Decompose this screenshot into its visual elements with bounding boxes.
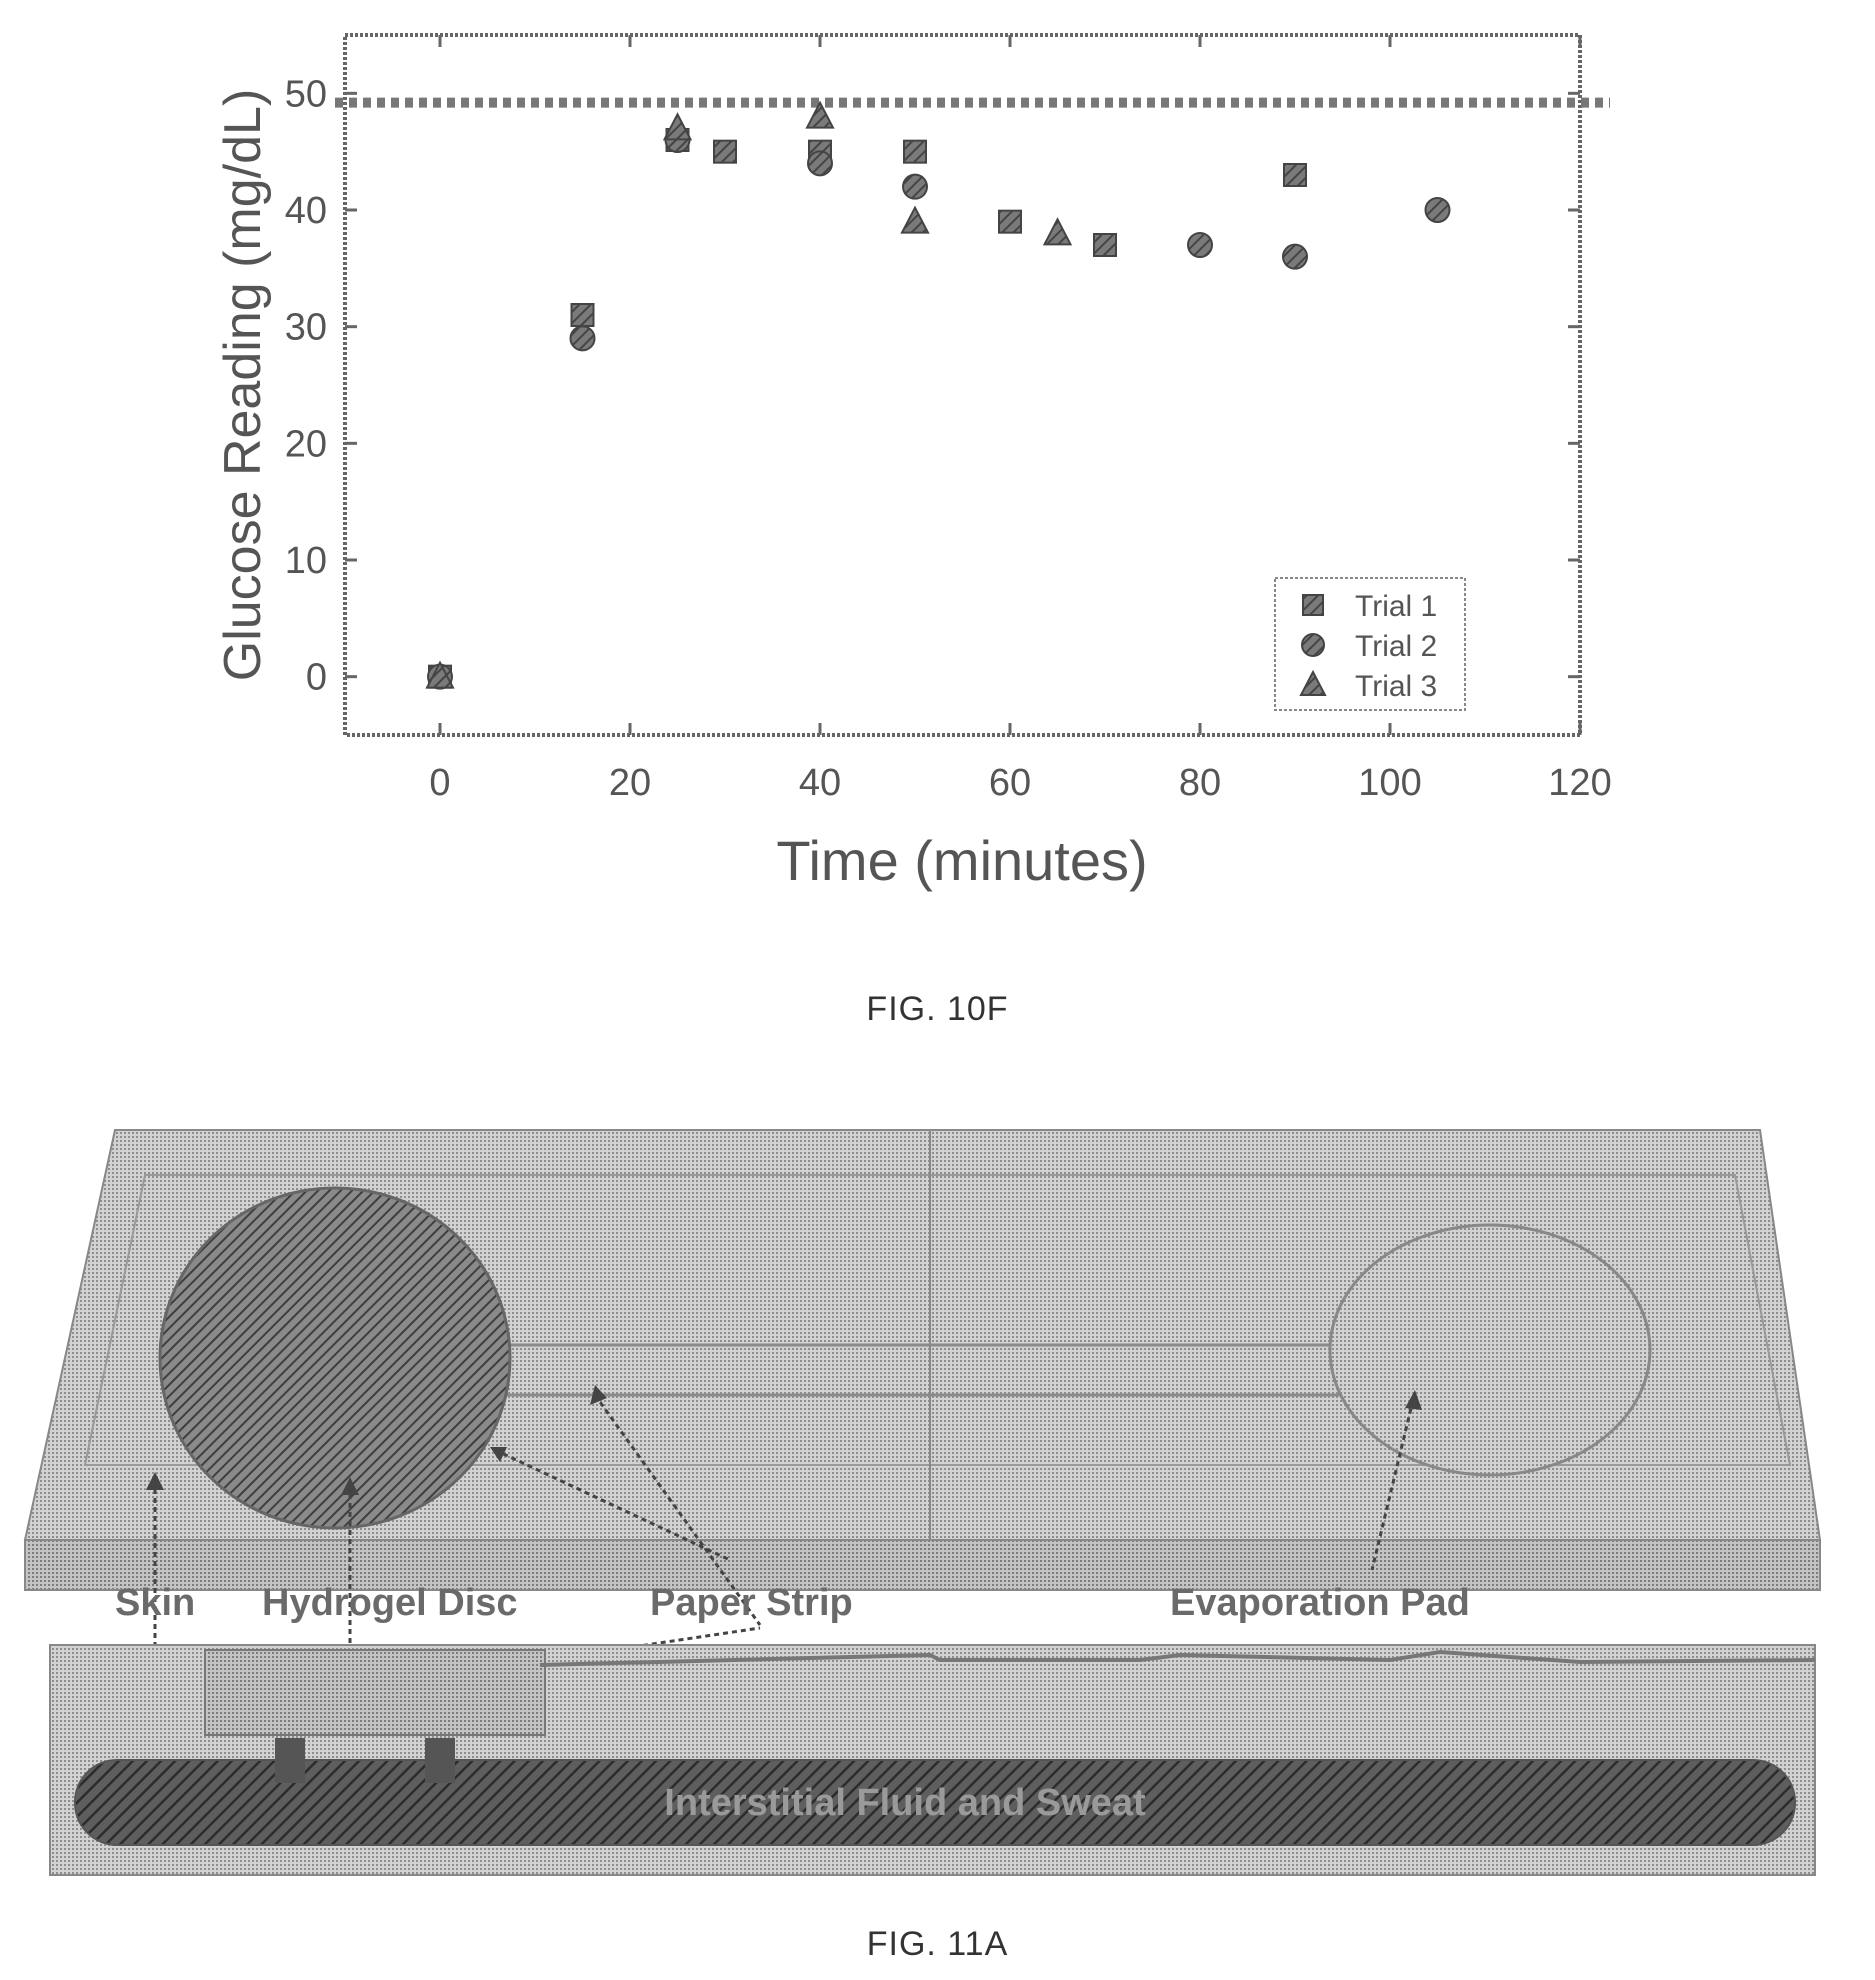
skin-arrowhead-up (146, 1472, 164, 1490)
x-tick-label: 40 (799, 762, 841, 804)
data-point-trial-1 (570, 303, 595, 327)
data-point-trial-2 (902, 173, 928, 200)
hydrogel-disc (158, 1186, 512, 1530)
y-axis-label: Glucose Reading (mg/dL) (214, 89, 272, 682)
legend-marker-trial-3 (1299, 669, 1327, 696)
sweat-gland-1 (275, 1738, 305, 1783)
sweat-gland-2 (425, 1738, 455, 1783)
data-point-trial-1 (903, 139, 927, 164)
data-point-trial-2 (1282, 243, 1308, 270)
legend-label-trial-1: Trial 1 (1355, 590, 1437, 623)
data-point-trial-3 (805, 100, 835, 129)
x-tick-label: 80 (1179, 762, 1221, 804)
paper-arrow-2 (494, 1448, 731, 1562)
device-diagram: Skin Hydrogel Disc Paper Strip Evaporati… (23, 1129, 1822, 1876)
x-tick-label: 60 (989, 762, 1031, 804)
legend-marker-trial-2 (1301, 633, 1325, 657)
label-hydrogel-disc: Hydrogel Disc (262, 1582, 518, 1624)
data-point-trial-3 (425, 660, 455, 689)
hydrogel-arrowhead (341, 1477, 359, 1495)
paper-arrowhead-1 (590, 1385, 607, 1405)
data-point-trial-2 (569, 325, 596, 352)
y-tick-label: 10 (285, 540, 327, 582)
paper-arrowhead-2 (490, 1447, 507, 1462)
y-tick-label: 20 (285, 423, 327, 465)
data-point-trial-1 (713, 139, 737, 164)
data-point-trial-2 (1187, 232, 1213, 258)
figure-caption-10f: FIG. 10F (866, 990, 1009, 1028)
data-point-trial-3 (900, 205, 930, 234)
plot-frame (343, 33, 1582, 737)
legend-marker-trial-1 (1302, 594, 1324, 616)
evap-arrowhead (1405, 1390, 1422, 1410)
label-skin: Skin (115, 1582, 195, 1624)
x-tick-label: 100 (1358, 762, 1421, 804)
x-tick-label: 120 (1548, 762, 1611, 804)
x-axis-label: Time (minutes) (776, 829, 1147, 892)
paper-arrow-1 (593, 1394, 762, 1626)
label-paper-strip: Paper Strip (650, 1582, 853, 1624)
y-tick-label: 50 (285, 73, 327, 115)
fluid-channel (74, 1759, 1796, 1846)
evap-arrow (1370, 1399, 1415, 1571)
label-evaporation-pad: Evaporation Pad (1170, 1582, 1470, 1624)
legend-label-trial-2: Trial 2 (1355, 630, 1437, 663)
y-tick-label: 0 (306, 657, 327, 699)
device-front-face (24, 1539, 1821, 1591)
x-tick-label: 20 (609, 762, 651, 804)
data-point-trial-1 (1283, 163, 1307, 187)
glucose-chart: 0 20 40 60 80 100 120 0 10 20 30 40 50 Glucose Readi… (214, 33, 1612, 892)
evaporation-pad (1328, 1223, 1652, 1477)
y-tick-label: 30 (285, 307, 327, 349)
paper-strip-cross-section (539, 1649, 1816, 1667)
data-point-trial-2 (1424, 197, 1451, 223)
y-tick-label: 40 (285, 190, 327, 232)
data-point-trial-1 (998, 209, 1022, 234)
legend-label-trial-3: Trial 3 (1355, 670, 1437, 703)
data-point-trial-2 (807, 150, 833, 177)
x-tick-label: 0 (429, 762, 450, 804)
data-point-trial-1 (1093, 233, 1117, 257)
data-point-trial-3 (1042, 217, 1073, 246)
figure-caption-11a: FIG. 11A (866, 1925, 1009, 1963)
hydrogel-cross-section (204, 1649, 546, 1736)
device-inner-recess (83, 1174, 1792, 1466)
data-point-trial-3 (662, 112, 693, 141)
legend: Trial 1 Trial 2 Trial 3 (1274, 577, 1466, 711)
label-interstitial-fluid: Interstitial Fluid and Sweat (664, 1782, 1146, 1824)
